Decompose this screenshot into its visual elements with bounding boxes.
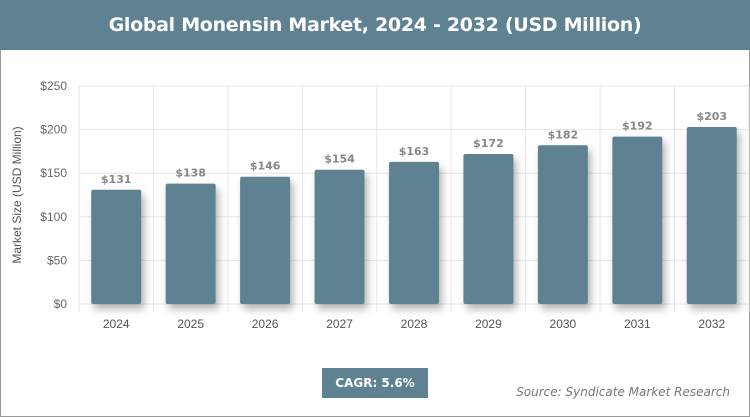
bar-2027: [314, 169, 365, 304]
x-tick-label: 2027: [326, 317, 353, 331]
data-label: $172: [473, 137, 504, 150]
source-note: Source: Syndicate Market Research: [516, 385, 730, 399]
x-tick-label: 2031: [624, 317, 651, 331]
x-tick-label: 2024: [103, 317, 130, 331]
bar-2032: [686, 126, 737, 304]
y-tick-label: $200: [40, 123, 67, 137]
data-label: $131: [101, 173, 132, 186]
data-label: $203: [696, 110, 727, 123]
y-tick-label: $250: [40, 79, 67, 93]
data-label: $163: [399, 145, 430, 158]
data-label: $182: [548, 128, 579, 141]
bar-2029: [463, 154, 514, 304]
bar-2028: [389, 161, 439, 304]
x-tick-label: 2029: [475, 317, 502, 331]
data-label: $138: [175, 167, 206, 180]
x-tick-label: 2026: [252, 317, 279, 331]
bar-2031: [612, 136, 663, 304]
cagr-badge: CAGR: 5.6%: [322, 368, 428, 398]
y-axis-label: Market Size (USD Million): [10, 126, 24, 263]
chart-title: Global Monensin Market, 2024 - 2032 (USD…: [0, 0, 750, 50]
bar-2026: [240, 176, 291, 304]
bar-2025: [165, 183, 216, 304]
data-label: $192: [622, 120, 653, 133]
y-tick-label: $50: [47, 253, 67, 267]
y-tick-label: $150: [40, 166, 67, 180]
y-tick-label: $0: [54, 297, 68, 311]
bar-2030: [537, 145, 588, 304]
data-label: $146: [250, 160, 281, 173]
bar-2024: [91, 189, 142, 304]
data-label: $154: [324, 153, 355, 166]
x-tick-label: 2025: [177, 317, 204, 331]
x-tick-label: 2030: [550, 317, 577, 331]
y-tick-label: $100: [40, 210, 67, 224]
x-tick-label: 2032: [698, 317, 725, 331]
x-tick-label: 2028: [401, 317, 428, 331]
